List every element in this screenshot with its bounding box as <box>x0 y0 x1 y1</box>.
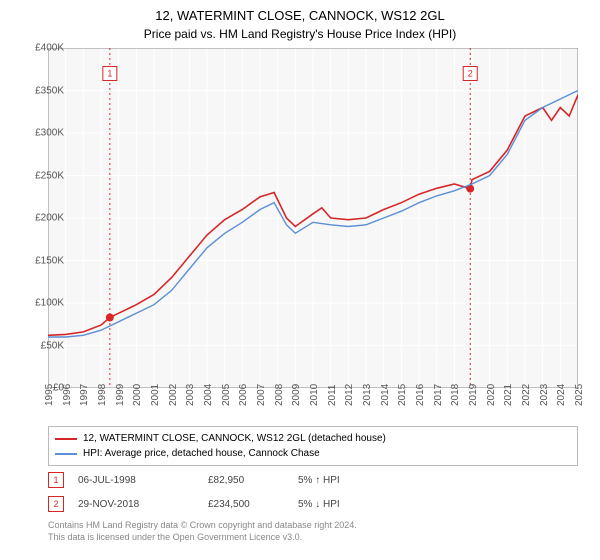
chart-svg: 12 <box>48 48 578 388</box>
x-tick-label: 2011 <box>327 384 338 406</box>
legend-swatch <box>55 453 77 455</box>
x-tick-label: 2020 <box>486 384 497 406</box>
legend-item: 12, WATERMINT CLOSE, CANNOCK, WS12 2GL (… <box>55 431 571 446</box>
x-tick-label: 2002 <box>168 384 179 406</box>
x-tick-label: 2025 <box>574 384 585 406</box>
x-tick-label: 2014 <box>380 384 391 406</box>
legend-item: HPI: Average price, detached house, Cann… <box>55 446 571 461</box>
legend-label: 12, WATERMINT CLOSE, CANNOCK, WS12 2GL (… <box>83 431 386 446</box>
x-tick-label: 2023 <box>539 384 550 406</box>
x-tick-label: 2007 <box>256 384 267 406</box>
y-tick-label: £150K <box>35 255 64 266</box>
chart-subtitle: Price paid vs. HM Land Registry's House … <box>0 25 600 41</box>
marker-badge: 2 <box>48 496 64 512</box>
x-tick-label: 2005 <box>221 384 232 406</box>
x-tick-label: 2004 <box>203 384 214 406</box>
legend-label: HPI: Average price, detached house, Cann… <box>83 446 320 461</box>
x-tick-label: 1995 <box>44 384 55 406</box>
chart-title: 12, WATERMINT CLOSE, CANNOCK, WS12 2GL <box>0 0 600 25</box>
x-tick-label: 1996 <box>62 384 73 406</box>
marker-badge: 1 <box>48 472 64 488</box>
y-tick-label: £300K <box>35 128 64 139</box>
x-tick-label: 2010 <box>309 384 320 406</box>
y-tick-label: £400K <box>35 43 64 54</box>
x-tick-label: 2024 <box>556 384 567 406</box>
x-tick-label: 2017 <box>433 384 444 406</box>
x-tick-label: 2022 <box>521 384 532 406</box>
chart-plot: 12 <box>48 48 578 388</box>
table-row: 2 29-NOV-2018 £234,500 5% ↓ HPI <box>48 492 578 516</box>
txn-delta: 5% ↓ HPI <box>298 499 388 510</box>
x-tick-label: 1998 <box>97 384 108 406</box>
txn-price: £82,950 <box>208 475 298 486</box>
x-tick-label: 2013 <box>362 384 373 406</box>
x-tick-label: 2021 <box>503 384 514 406</box>
svg-text:1: 1 <box>107 69 112 79</box>
y-tick-label: £350K <box>35 85 64 96</box>
txn-price: £234,500 <box>208 499 298 510</box>
footer-line: Contains HM Land Registry data © Crown c… <box>48 520 578 532</box>
x-tick-label: 2019 <box>468 384 479 406</box>
y-tick-label: £200K <box>35 213 64 224</box>
x-tick-label: 2016 <box>415 384 426 406</box>
x-tick-label: 2008 <box>274 384 285 406</box>
x-tick-label: 2012 <box>344 384 355 406</box>
x-tick-label: 1997 <box>79 384 90 406</box>
y-tick-label: £100K <box>35 298 64 309</box>
legend: 12, WATERMINT CLOSE, CANNOCK, WS12 2GL (… <box>48 426 578 466</box>
x-tick-label: 2001 <box>150 384 161 406</box>
footer: Contains HM Land Registry data © Crown c… <box>48 520 578 543</box>
txn-date: 29-NOV-2018 <box>78 499 208 510</box>
x-tick-label: 1999 <box>115 384 126 406</box>
legend-swatch <box>55 438 77 440</box>
table-row: 1 06-JUL-1998 £82,950 5% ↑ HPI <box>48 468 578 492</box>
x-tick-label: 2006 <box>238 384 249 406</box>
svg-text:2: 2 <box>468 69 473 79</box>
x-tick-label: 2018 <box>450 384 461 406</box>
transactions-table: 1 06-JUL-1998 £82,950 5% ↑ HPI 2 29-NOV-… <box>48 468 578 516</box>
x-tick-label: 2015 <box>397 384 408 406</box>
y-tick-label: £50K <box>41 340 64 351</box>
txn-delta: 5% ↑ HPI <box>298 475 388 486</box>
x-tick-label: 2000 <box>132 384 143 406</box>
x-tick-label: 2003 <box>185 384 196 406</box>
x-tick-label: 2009 <box>291 384 302 406</box>
footer-line: This data is licensed under the Open Gov… <box>48 532 578 544</box>
txn-date: 06-JUL-1998 <box>78 475 208 486</box>
y-tick-label: £250K <box>35 170 64 181</box>
